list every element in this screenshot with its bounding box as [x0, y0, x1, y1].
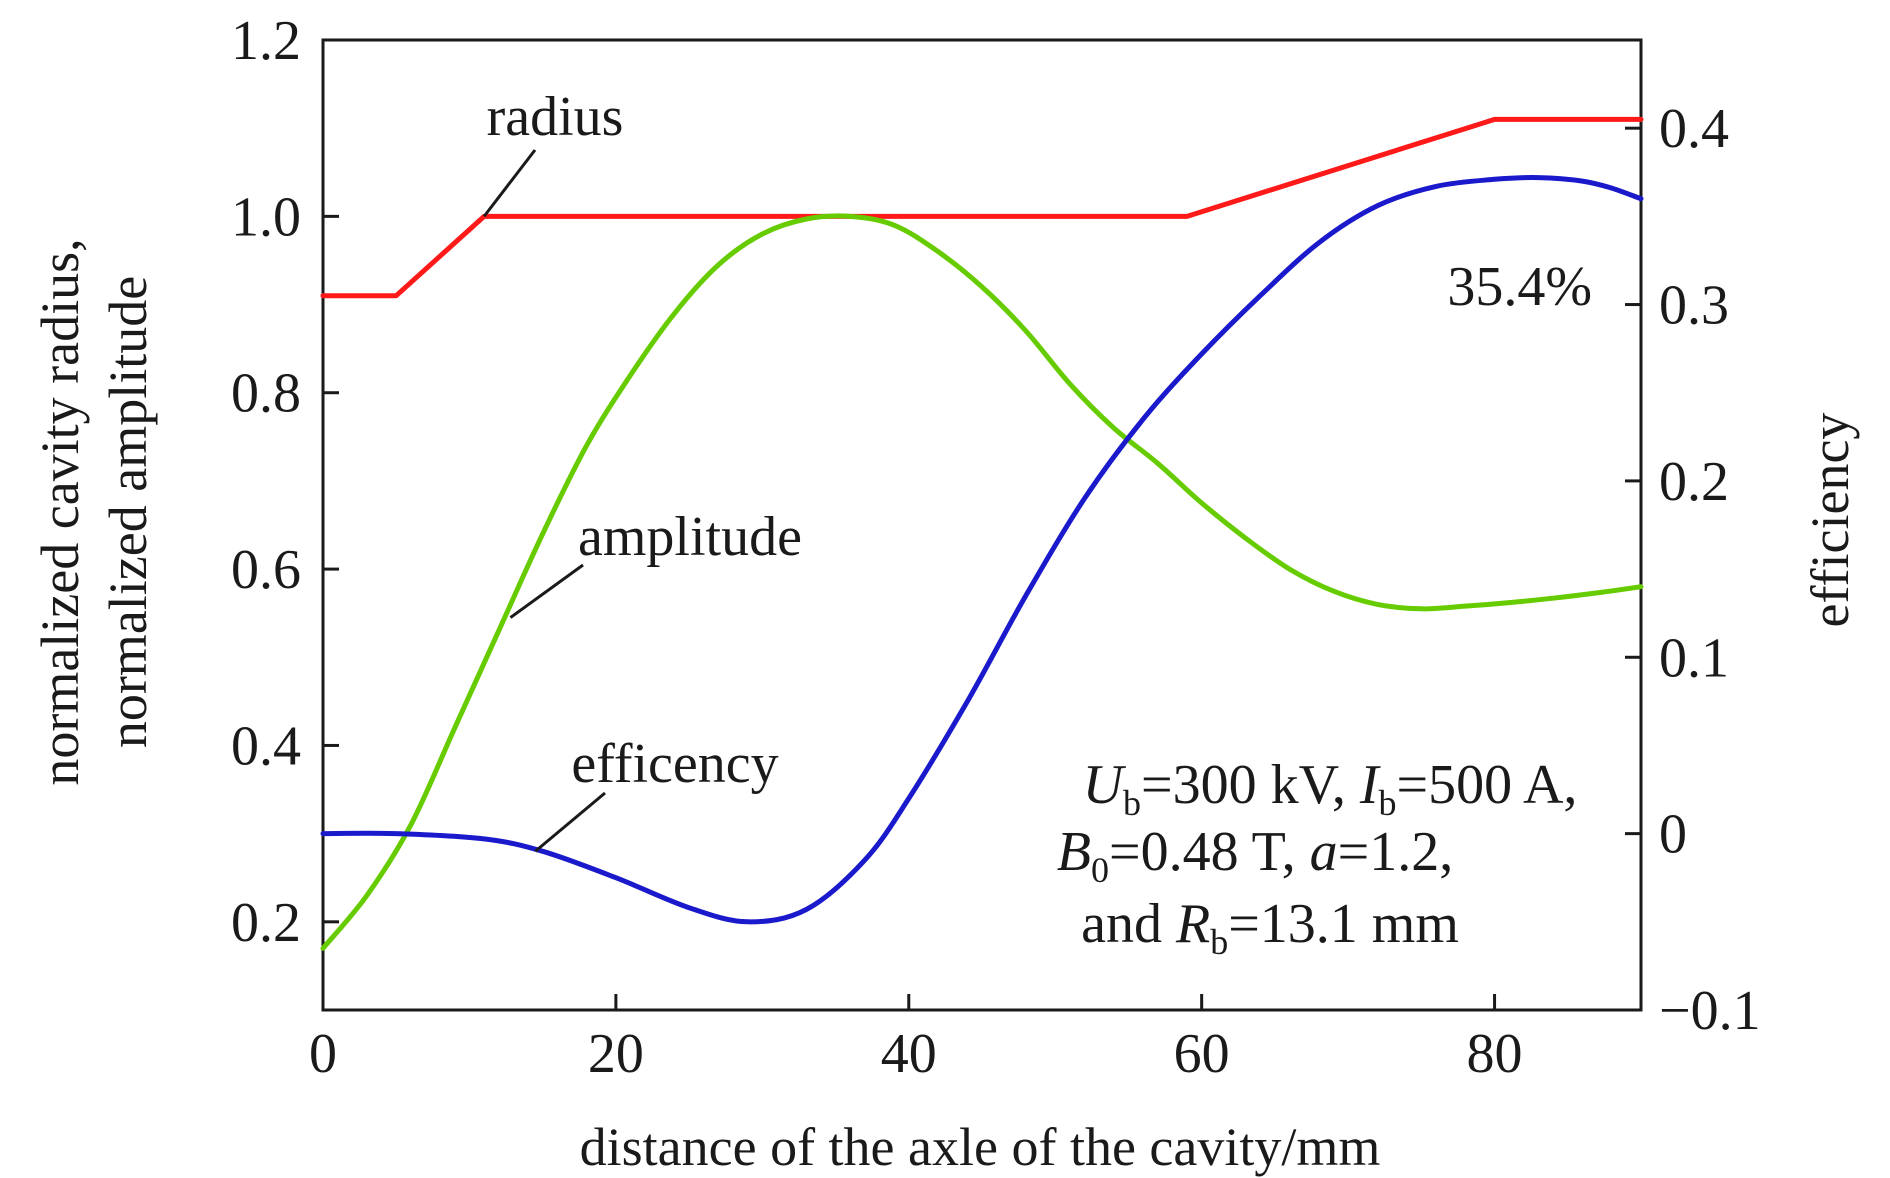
x-tick-label: 80 — [1467, 1023, 1523, 1085]
y-right-tick-label: 0.4 — [1659, 98, 1729, 160]
series-line-amplitude — [320, 213, 1644, 951]
y-right-tick-label: 0 — [1659, 804, 1687, 866]
leader-line-radius — [482, 149, 537, 218]
y-right-tick-label: 0.2 — [1659, 451, 1729, 513]
leader-lines — [482, 149, 606, 853]
leader-line-amplitude — [509, 563, 584, 619]
plot-frame — [321, 38, 1643, 1012]
plot-area — [321, 38, 1643, 1012]
x-tick-label: 40 — [881, 1023, 937, 1085]
y-left-tick-label: 0.2 — [231, 892, 301, 954]
series-line-efficency — [320, 175, 1644, 925]
y-axis-left-title-line1: normalized cavity radius, — [30, 238, 90, 785]
y-right-tick-label: 0.3 — [1659, 275, 1729, 337]
peak-efficiency-label: 35.4% — [1447, 256, 1592, 318]
series-label-efficency: efficency — [571, 733, 778, 795]
y-left-tick-label: 1.0 — [231, 186, 301, 248]
params-line-3: and Rb=13.1 mm — [1081, 893, 1459, 962]
y-right-tick-label: 0.1 — [1659, 627, 1729, 689]
x-axis-title: distance of the axle of the cavity/mm — [580, 1117, 1381, 1177]
y-axis-left-title-line2: normalized amplitude — [98, 276, 158, 748]
y-right-tick-label: −0.1 — [1659, 980, 1761, 1042]
y-left-tick-label: 0.8 — [231, 363, 301, 425]
series-label-radius: radius — [487, 86, 624, 148]
x-tick-label: 60 — [1174, 1023, 1230, 1085]
params-line-1: Ub=300 kV, Ib=500 A, — [1083, 754, 1578, 823]
series-layer — [320, 116, 1644, 951]
y-left-tick-label: 1.2 — [231, 10, 301, 72]
x-tick-label: 0 — [309, 1023, 337, 1085]
leader-line-efficency — [534, 791, 606, 853]
params-line-2: B0=0.48 T, a=1.2, — [1057, 821, 1453, 890]
tick-layer: 0 20 40 60 80 0.2 0.4 0.6 0.8 1.0 1.2 −0.1 0 0.1 0.2 0.… — [231, 10, 1761, 1085]
y-left-tick-label: 0.6 — [231, 539, 301, 601]
y-axis-right-title: efficiency — [1800, 413, 1860, 628]
x-tick-label: 20 — [588, 1023, 644, 1085]
y-left-tick-label: 0.4 — [231, 715, 301, 777]
series-label-amplitude: amplitude — [578, 506, 802, 568]
